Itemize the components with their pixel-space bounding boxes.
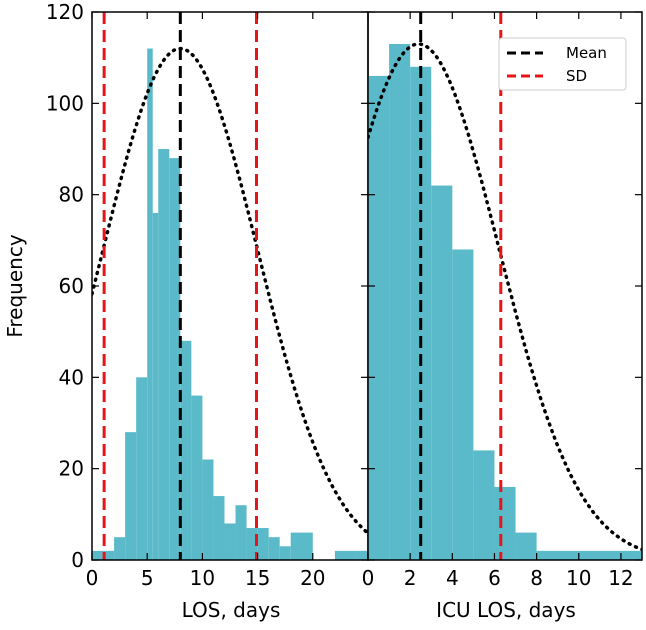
legend-box [498, 37, 627, 91]
x-tick-label: 8 [530, 566, 543, 590]
histogram-bar [356, 550, 368, 560]
x-tick-label: 2 [404, 566, 417, 590]
histogram-bar [147, 48, 153, 561]
x-tick-label: 6 [488, 566, 501, 590]
histogram-bar [473, 450, 495, 560]
normal-fit-curve [368, 42, 642, 552]
histogram-bar [103, 550, 115, 560]
right-x-axis-label: ICU LOS, days [436, 598, 576, 622]
histogram-bar [389, 43, 411, 560]
histogram-bar [180, 340, 192, 560]
y-axis-label: Frequency [3, 234, 27, 337]
histogram-bar [136, 377, 148, 560]
y-tick-label: 40 [59, 365, 84, 389]
x-tick-label: 15 [245, 566, 270, 590]
y-tick-label: 60 [59, 274, 84, 298]
x-tick-label: 4 [446, 566, 459, 590]
histogram-bar [494, 486, 516, 560]
histogram-bar [536, 550, 642, 560]
y-tick-label: 20 [59, 457, 84, 481]
histogram-bar [515, 532, 537, 560]
x-tick-label: 0 [362, 566, 375, 590]
normal-fit-curve [92, 46, 368, 535]
x-tick-label: 10 [566, 566, 591, 590]
histogram-bar [268, 537, 280, 560]
legend-sd-label: SD [566, 67, 587, 85]
histogram-bar [202, 459, 214, 560]
histogram-bar [410, 66, 432, 561]
histogram-bar [368, 75, 390, 560]
y-tick-label: 100 [46, 91, 84, 115]
left-panel: 0 5 10 15 20 0 20 40 60 80 100 120 [46, 0, 369, 590]
histogram-bar [334, 550, 357, 560]
x-tick-label: 5 [141, 566, 154, 590]
histogram-bar [290, 532, 313, 560]
x-tick-label: 20 [300, 566, 325, 590]
legend: Mean SD [498, 37, 627, 91]
histogram-bar [169, 158, 181, 560]
histogram-bar [92, 550, 104, 560]
histogram-bar [257, 528, 269, 560]
histogram-bar [158, 149, 170, 560]
left-x-axis-label: LOS, days [182, 598, 281, 622]
histogram-bar [114, 537, 126, 560]
histogram-bar [246, 528, 258, 560]
x-tick-label: 12 [608, 566, 633, 590]
right-panel: 0 2 4 6 8 10 12 [362, 11, 643, 590]
x-tick-label: 0 [86, 566, 99, 590]
x-tick-label: 10 [190, 566, 215, 590]
histogram-bar [213, 496, 225, 560]
legend-mean-label: Mean [566, 44, 607, 62]
histogram-bar [235, 505, 247, 560]
y-tick-label: 120 [46, 0, 84, 24]
histogram-bar [152, 212, 159, 560]
histogram-bar [452, 249, 474, 560]
histogram-bar [431, 185, 453, 561]
y-tick-label: 80 [59, 183, 84, 207]
y-tick-label: 0 [71, 548, 84, 572]
histogram-bar [279, 546, 291, 560]
histogram-bar [125, 432, 137, 560]
histogram-bar [224, 523, 236, 560]
histogram-bar [191, 395, 203, 560]
